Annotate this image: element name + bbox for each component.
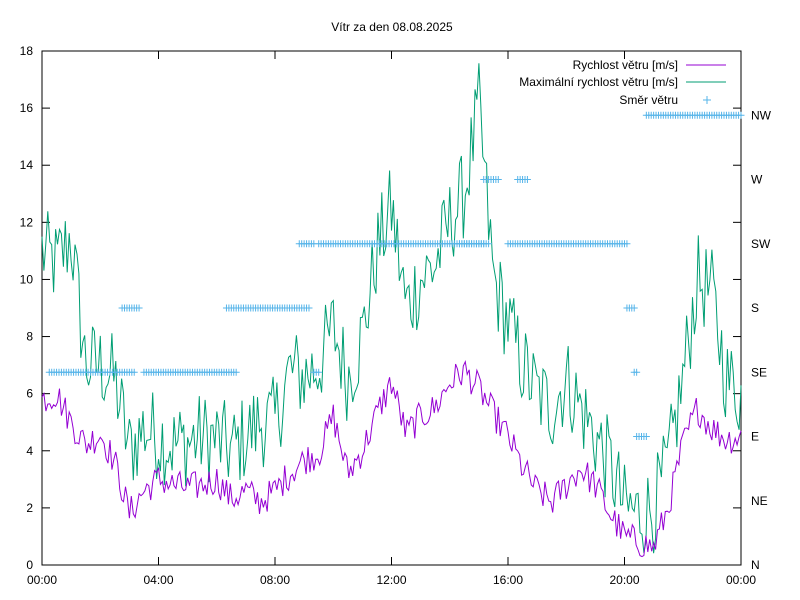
- y2-tick-label: N: [751, 558, 760, 572]
- direction-point: [485, 240, 493, 248]
- x-tick-label: 16:00: [493, 573, 523, 587]
- direction-point: [642, 433, 650, 440]
- direction-point: [633, 368, 641, 376]
- legend-label-direction: Směr větru: [619, 93, 678, 107]
- legend-label-speed: Rychlost větru [m/s]: [573, 58, 678, 72]
- y2-tick-label: W: [751, 173, 763, 187]
- series-layer: [41, 63, 745, 558]
- x-tick-label: 04:00: [143, 573, 173, 587]
- y2-tick-label: NE: [751, 494, 768, 508]
- series-line-1: [41, 63, 742, 554]
- y-tick-label: 18: [20, 44, 34, 58]
- legend-label-max-speed: Maximální rychlost větru [m/s]: [519, 75, 678, 89]
- direction-point: [523, 176, 531, 183]
- y-tick-label: 6: [26, 387, 33, 401]
- y2-tick-label: S: [751, 301, 759, 315]
- direction-point: [305, 304, 313, 312]
- x-tick-label: 00:00: [27, 573, 57, 587]
- direction-point: [130, 368, 138, 376]
- direction-point: [494, 176, 502, 183]
- legend-swatch-direction: [703, 96, 711, 104]
- y-tick-label: 14: [20, 158, 34, 172]
- direction-point: [232, 368, 240, 376]
- x-axis-ticks: 00:00 04:00 08:00 12:00 16:00 20:00 00:00: [27, 51, 756, 587]
- direction-point: [630, 304, 638, 312]
- x-tick-label: 08:00: [260, 573, 290, 587]
- legend: Rychlost větru [m/s] Maximální rychlost …: [519, 58, 726, 107]
- chart-title: Vítr za den 08.08.2025: [331, 20, 453, 34]
- y-tick-label: 12: [20, 215, 34, 229]
- y-tick-label: 2: [26, 501, 33, 515]
- y2-tick-label: NW: [751, 108, 772, 122]
- x-tick-label: 12:00: [376, 573, 406, 587]
- y2-axis-ticks: N NE E SE S SW W NW: [751, 108, 772, 572]
- y2-tick-label: E: [751, 430, 759, 444]
- y-tick-label: 16: [20, 101, 34, 115]
- direction-point: [315, 368, 323, 376]
- y-tick-label: 0: [26, 558, 33, 572]
- direction-point: [737, 111, 745, 119]
- direction-point: [135, 304, 143, 312]
- series-line-0: [41, 359, 742, 558]
- y-tick-label: 4: [26, 444, 33, 458]
- y2-tick-label: SE: [751, 365, 767, 379]
- y2-tick-label: SW: [751, 237, 771, 251]
- direction-point: [623, 240, 631, 248]
- x-tick-label: 20:00: [609, 573, 639, 587]
- y-tick-label: 8: [26, 330, 33, 344]
- x-tick-label: 00:00: [726, 573, 756, 587]
- y-tick-label: 10: [20, 272, 34, 286]
- y-axis-ticks: 0 2 4 6 8 10 12 14 16 18: [20, 44, 741, 572]
